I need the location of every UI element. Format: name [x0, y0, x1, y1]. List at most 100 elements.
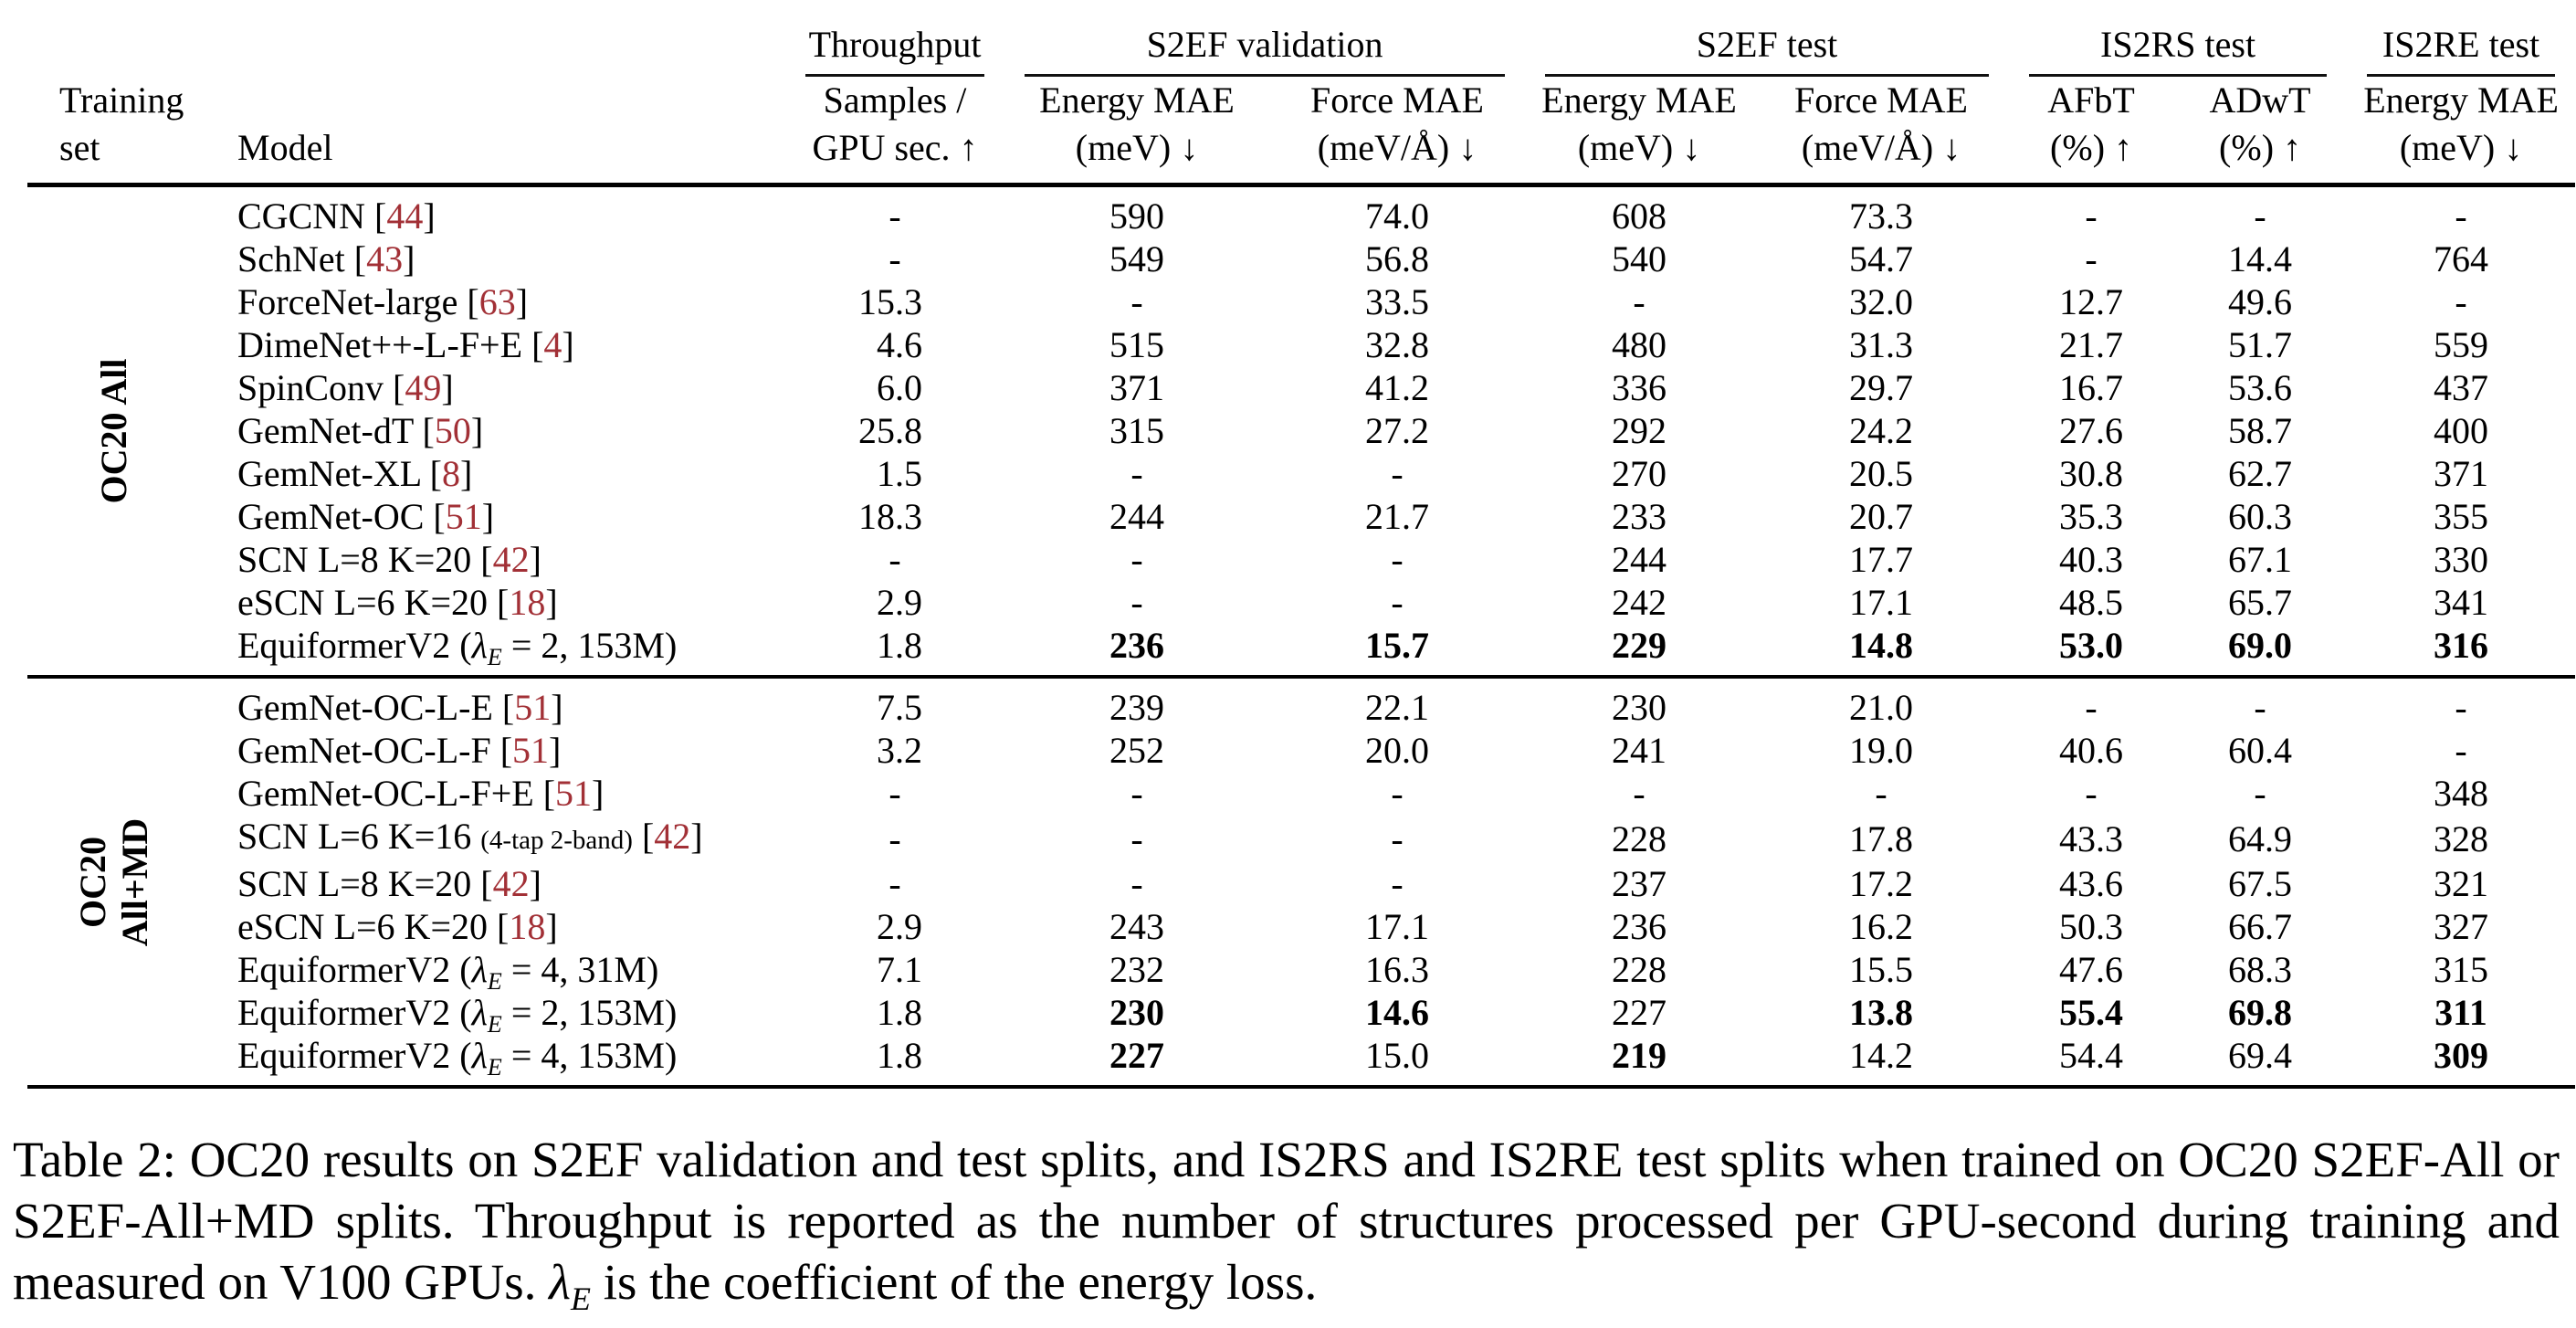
cell-value: 400 [2434, 410, 2489, 451]
cell-value: - [2085, 238, 2098, 279]
table-row: DimeNet++-L-F+E [4] 4.6 515 32.8 480 31.3 21.7… [27, 323, 2575, 366]
citation-ref[interactable]: 18 [509, 582, 546, 623]
citation-ref[interactable]: 44 [386, 195, 424, 237]
model-name: GemNet-OC-L-F+E [237, 773, 534, 814]
table-row: OC20 All CGCNN [44] -590 74.0 608 73.3- - - [27, 185, 2575, 503]
cell-value: 60.4 [2228, 730, 2293, 771]
cell-value: 15.7 [1365, 625, 1429, 666]
cell-value: 69.8 [2228, 992, 2293, 1033]
cell-value: 15.0 [1365, 1035, 1429, 1076]
lambda-subscript: E [570, 1281, 591, 1317]
cell-value: 764 [2434, 238, 2489, 279]
cell-value: 40.3 [2059, 539, 2124, 580]
cell-value: 230 [1109, 992, 1164, 1033]
citation-ref[interactable]: 42 [492, 539, 530, 580]
model-name: SpinConv [237, 367, 384, 408]
citation-ref[interactable]: 50 [434, 410, 471, 451]
cell-value: 56.8 [1365, 238, 1429, 279]
cell-value: 515 [1109, 324, 1164, 365]
cell-model: GemNet-XL [8] [237, 453, 473, 494]
citation-ref[interactable]: 18 [509, 906, 546, 947]
cell-value: - [1391, 863, 1404, 904]
cell-value: 66.7 [2228, 906, 2293, 947]
cell-value: 1.8 [877, 1035, 922, 1076]
cell-value: 16.7 [2059, 367, 2124, 408]
model-name: eSCN L=6 K=20 [237, 582, 489, 623]
cell-model: CGCNN [44] [237, 195, 436, 237]
citation-ref[interactable]: 4 [543, 324, 563, 365]
col-header-is2re-energy-mae: Energy MAE (meV) ↓ [2363, 79, 2559, 168]
table-row: GemNet-OC-L-F [51] 3.2 252 20.0 241 19.0 40.6 6… [27, 729, 2575, 772]
cell-value: 62.7 [2228, 453, 2293, 494]
model-name: CGCNN [237, 195, 366, 237]
results-table: Throughput S2EF validation S2EF test IS2… [27, 5, 2576, 1089]
citation-ref[interactable]: 51 [512, 730, 550, 771]
cell-value: 239 [1109, 687, 1164, 728]
table-row: EquiformerV2 (λE = 4, 31M) 7.1 232 16.3 228 1… [27, 948, 2575, 994]
cell-value: 51.7 [2228, 324, 2293, 365]
cell-model: eSCN L=6 K=20 [18] [237, 582, 558, 623]
cell-value: 48.5 [2059, 582, 2124, 623]
cell-model: SCN L=8 K=20 [42] [237, 539, 541, 580]
cell-value: 47.6 [2059, 949, 2124, 990]
cell-value: - [2254, 195, 2266, 237]
citation-ref[interactable]: 42 [492, 863, 530, 904]
cell-model: GemNet-OC-L-E [51] [237, 687, 563, 728]
citation-ref[interactable]: 51 [514, 687, 552, 728]
cell-value: 31.3 [1849, 324, 1914, 365]
citation-ref[interactable]: 63 [478, 281, 516, 322]
cell-value: 60.3 [2228, 496, 2293, 537]
cell-value: - [2085, 687, 2098, 728]
cell-value: 12.7 [2059, 281, 2124, 322]
cell-value: 228 [1612, 817, 1667, 859]
table-row: OC20 All+MD GemNet-OC-L-E [51] 7.5 239 22.1 23… [27, 677, 2575, 946]
cell-value: 227 [1612, 992, 1667, 1033]
lambda-symbol: λ [471, 949, 488, 990]
cell-value: 74.0 [1365, 195, 1429, 237]
cell-value: 33.5 [1365, 281, 1429, 322]
model-name: GemNet-OC-L-E [237, 687, 493, 728]
cell-value: 21.7 [2059, 324, 2124, 365]
cell-value: 242 [1612, 582, 1667, 623]
citation-ref[interactable]: 51 [555, 773, 593, 814]
cell-value: - [1130, 453, 1143, 494]
table-row: EquiformerV2 (λE = 2, 153M) 1.8 236 15.7 229… [27, 624, 2575, 677]
cell-value: 244 [1109, 496, 1164, 537]
cell-model: eSCN L=6 K=20 [18] [237, 906, 558, 947]
caption-text-2: is the coefficient of the energy loss. [590, 1254, 1318, 1310]
cell-value: 65.7 [2228, 582, 2293, 623]
cell-value: 14.8 [1849, 625, 1914, 666]
cell-value: 237 [1612, 863, 1667, 904]
cell-model: EquiformerV2 (λE = 2, 153M) [237, 625, 678, 670]
cell-value: - [1391, 817, 1404, 859]
citation-ref[interactable]: 43 [366, 238, 404, 279]
cell-model: SchNet [43] [237, 238, 415, 279]
cell-value: 236 [1612, 906, 1667, 947]
cell-value: 21.7 [1365, 496, 1429, 537]
cell-value: 64.9 [2228, 817, 2293, 859]
cell-value: - [1875, 773, 1887, 814]
cell-value: 43.3 [2059, 817, 2124, 859]
cell-value: 55.4 [2059, 992, 2124, 1033]
citation-ref[interactable]: 42 [654, 816, 691, 857]
model-variant-note: (4-tap 2-band) [480, 826, 633, 855]
model-name: DimeNet++-L-F+E [237, 324, 523, 365]
cell-value: - [2254, 687, 2266, 728]
cell-value: 50.3 [2059, 906, 2124, 947]
cell-value: 17.8 [1849, 817, 1914, 859]
cell-value: 252 [1109, 730, 1164, 771]
col-header-throughput: Samples / GPU sec. ↑ [812, 79, 978, 168]
citation-ref[interactable]: 8 [442, 453, 460, 494]
cell-value: 309 [2434, 1035, 2489, 1076]
cell-value: 58.7 [2228, 410, 2293, 451]
table-row: SCN L=6 K=16 (4-tap 2-band) [42] - - - 228 17… [27, 815, 2575, 862]
citation-ref[interactable]: 51 [445, 496, 482, 537]
cell-value: 270 [1612, 453, 1667, 494]
cell-value: 67.1 [2228, 539, 2293, 580]
cell-value: 35.3 [2059, 496, 2124, 537]
cell-model: GemNet-dT [50] [237, 410, 484, 451]
cell-value: 236 [1109, 625, 1164, 666]
cell-value: 316 [2434, 625, 2489, 666]
citation-ref[interactable]: 49 [405, 367, 442, 408]
model-name: EquiformerV2 [237, 949, 451, 990]
